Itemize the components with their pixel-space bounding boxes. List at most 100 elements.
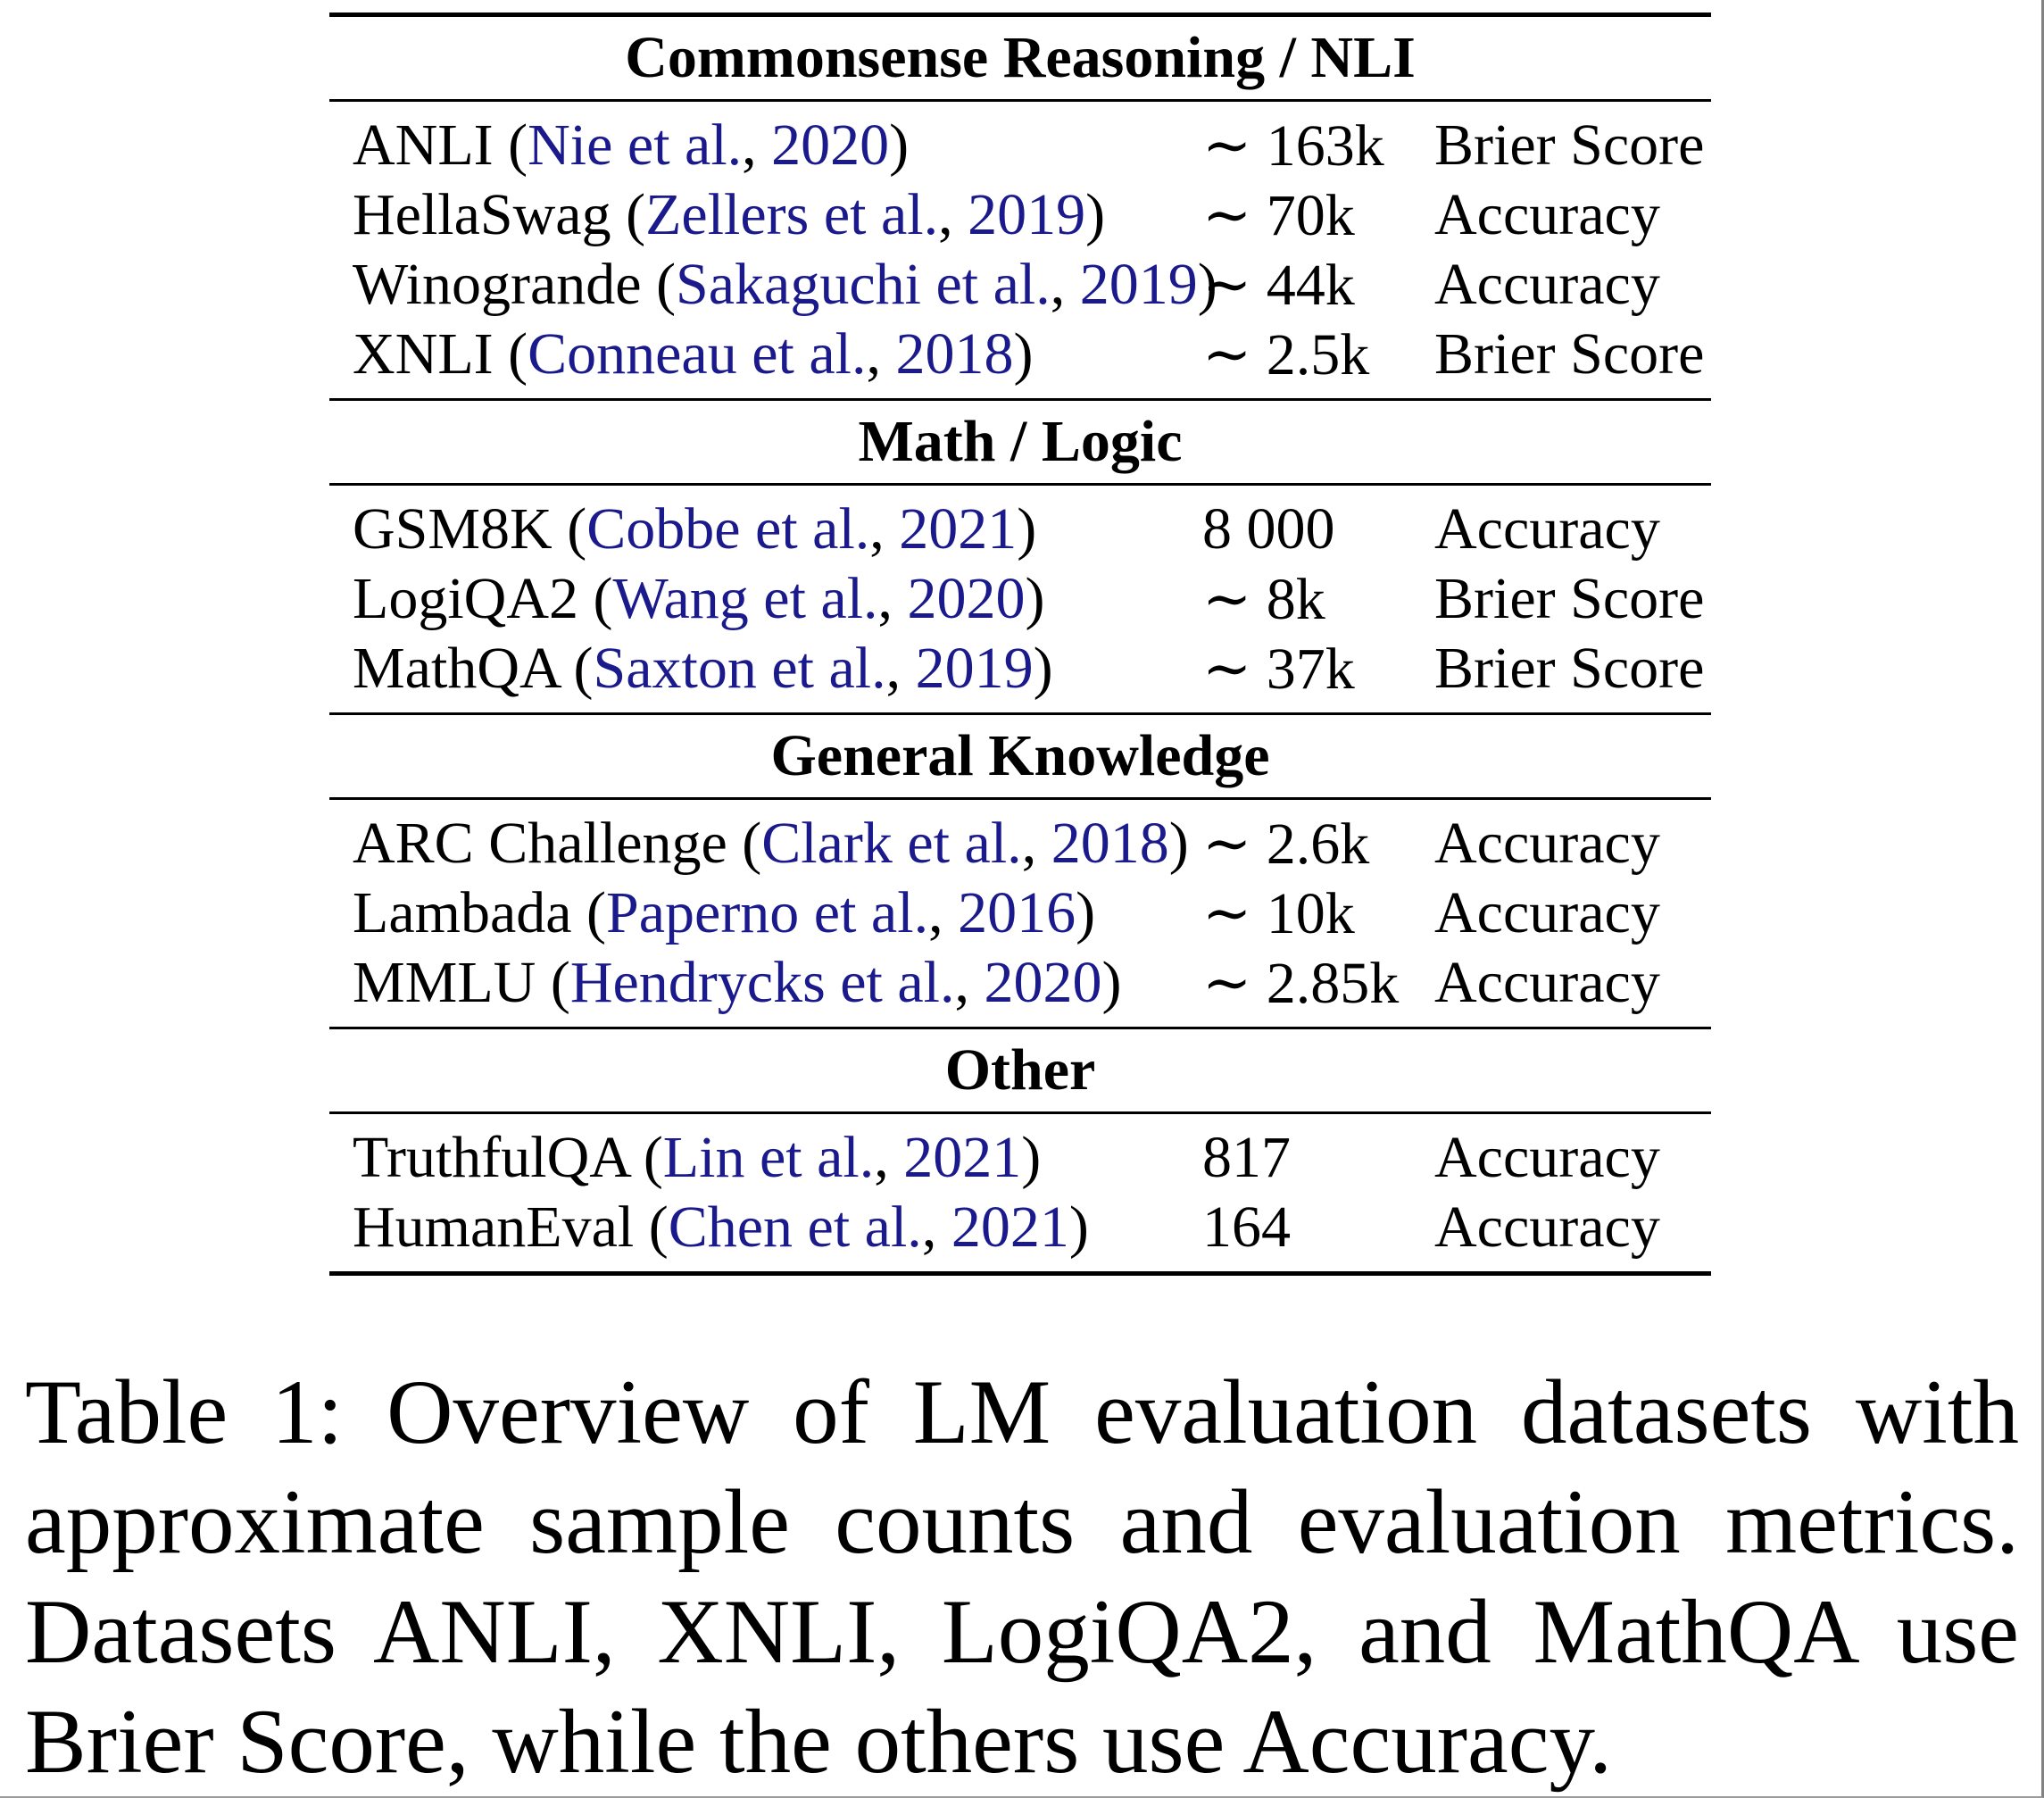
citation-authors-link[interactable]: Conneau et al. (528, 321, 867, 387)
dataset-cell: HellaSwag (Zellers et al., 2019) (329, 181, 1202, 249)
citation-authors-link[interactable]: Chen et al. (668, 1195, 922, 1260)
citation-authors-link[interactable]: Wang et al. (612, 566, 878, 631)
citation-authors-link[interactable]: Zellers et al. (645, 182, 939, 247)
citation-authors-link[interactable]: Saxton et al. (593, 636, 886, 701)
citation-open-paren: ( (552, 496, 587, 562)
dataset-name: HellaSwag (353, 182, 611, 247)
table-row: TruthfulQA (Lin et al., 2021) 817 Accura… (329, 1123, 1711, 1193)
citation-close-paren: ) (1068, 1195, 1089, 1260)
section-rows: TruthfulQA (Lin et al., 2021) 817 Accura… (329, 1114, 1711, 1271)
section-header: General Knowledge (329, 715, 1711, 800)
datasets-table: Commonsense Reasoning / NLI ANLI (Nie et… (329, 12, 1711, 1276)
citation-close-paren: ) (1021, 1125, 1042, 1190)
citation-authors-link[interactable]: Nie et al. (528, 112, 743, 178)
sample-count-cell: ∼ 10k (1202, 881, 1355, 946)
sample-count-cell: ∼ 163k (1202, 113, 1384, 179)
table-row: ARC Challenge (Clark et al., 2018) ∼ 2.6… (329, 809, 1711, 878)
citation-close-paren: ) (1076, 880, 1096, 945)
citation-year-link[interactable]: 2021 (899, 496, 1018, 562)
dataset-cell: Lambada (Paperno et al., 2016) (329, 879, 1202, 947)
citation-year-link[interactable]: 2020 (771, 112, 890, 178)
table-row: Lambada (Paperno et al., 2016) ∼ 10k Acc… (329, 878, 1711, 948)
sample-count-cell: ∼ 2.6k (1202, 812, 1370, 877)
citation-close-paren: ) (1101, 950, 1122, 1015)
table-row: HumanEval (Chen et al., 2021) 164 Accura… (329, 1193, 1711, 1262)
metric-cell: Accuracy (1434, 1195, 1660, 1260)
section-header: Commonsense Reasoning / NLI (329, 17, 1711, 102)
metric-cell: Accuracy (1434, 811, 1660, 876)
sample-count-cell: ∼ 44k (1202, 253, 1355, 318)
dataset-name: TruthfulQA (353, 1125, 629, 1190)
dataset-cell: XNLI (Conneau et al., 2018) (329, 320, 1202, 388)
table-row: MathQA (Saxton et al., 2019) ∼ 37k Brier… (329, 634, 1711, 703)
dataset-name: Winogrande (353, 252, 642, 317)
caption-line: approximate sample counts and evaluation… (25, 1471, 2019, 1573)
caption-line: Brier Score, while the others use Accura… (25, 1691, 1613, 1793)
metric-cell: Accuracy (1434, 950, 1660, 1015)
citation-authors-link[interactable]: Clark et al. (761, 811, 1022, 876)
citation-year-link[interactable]: 2016 (958, 880, 1076, 945)
sample-count-cell: 817 (1202, 1125, 1291, 1190)
citation-open-paren: ( (493, 112, 528, 178)
dataset-cell: LogiQA2 (Wang et al., 2020) (329, 565, 1202, 633)
citation-comma: , (869, 496, 900, 562)
section-rows: ANLI (Nie et al., 2020) ∼ 163k Brier Sco… (329, 102, 1711, 398)
metric-cell: Accuracy (1434, 496, 1660, 562)
citation-year-link[interactable]: 2018 (895, 321, 1014, 387)
sample-count-cell: ∼ 2.5k (1202, 322, 1370, 387)
citation-comma: , (877, 566, 908, 631)
citation-open-paren: ( (628, 1125, 663, 1190)
citation-open-paren: ( (611, 182, 646, 247)
table-section: General Knowledge ARC Challenge (Clark e… (329, 712, 1711, 1027)
sample-count-cell: ∼ 8k (1202, 567, 1325, 632)
sample-count-cell: ∼ 37k (1202, 637, 1355, 702)
dataset-cell: ANLI (Nie et al., 2020) (329, 112, 1202, 179)
metric-cell: Accuracy (1434, 182, 1660, 247)
citation-year-link[interactable]: 2019 (968, 182, 1086, 247)
sample-count-cell: ∼ 2.85k (1202, 951, 1400, 1016)
citation-open-paren: ( (571, 880, 607, 945)
citation-authors-link[interactable]: Paperno et al. (606, 880, 929, 945)
dataset-name: LogiQA2 (353, 566, 578, 631)
citation-comma: , (954, 950, 985, 1015)
metric-cell: Accuracy (1434, 252, 1660, 317)
citation-year-link[interactable]: 2020 (907, 566, 1026, 631)
citation-year-link[interactable]: 2018 (1051, 811, 1169, 876)
citation-comma: , (1021, 811, 1051, 876)
table-row: MMLU (Hendrycks et al., 2020) ∼ 2.85k Ac… (329, 948, 1711, 1018)
section-header: Math / Logic (329, 401, 1711, 486)
dataset-name: XNLI (353, 321, 494, 387)
sample-count-cell: 164 (1202, 1195, 1291, 1260)
table-row: Winogrande (Sakaguchi et al., 2019) ∼ 44… (329, 250, 1711, 320)
table-section: Math / Logic GSM8K (Cobbe et al., 2021) … (329, 398, 1711, 712)
citation-comma: , (928, 880, 959, 945)
citation-authors-link[interactable]: Lin et al. (662, 1125, 875, 1190)
citation-comma: , (921, 1195, 951, 1260)
citation-open-paren: ( (577, 566, 613, 631)
citation-open-paren: ( (634, 1195, 669, 1260)
citation-close-paren: ) (1168, 811, 1189, 876)
citation-year-link[interactable]: 2019 (915, 636, 1034, 701)
citation-year-link[interactable]: 2019 (1079, 252, 1198, 317)
citation-authors-link[interactable]: Sakaguchi et al. (676, 252, 1051, 317)
citation-comma: , (1050, 252, 1080, 317)
citation-authors-link[interactable]: Cobbe et al. (586, 496, 870, 562)
table-row: XNLI (Conneau et al., 2018) ∼ 2.5k Brier… (329, 320, 1711, 389)
dataset-name: ANLI (353, 112, 494, 178)
dataset-cell: GSM8K (Cobbe et al., 2021) (329, 495, 1202, 563)
citation-year-link[interactable]: 2020 (984, 950, 1102, 1015)
dataset-name: HumanEval (353, 1195, 635, 1260)
dataset-name: MathQA (353, 636, 559, 701)
table-row: LogiQA2 (Wang et al., 2020) ∼ 8k Brier S… (329, 564, 1711, 634)
table-section: Commonsense Reasoning / NLI ANLI (Nie et… (329, 17, 1711, 398)
citation-open-paren: ( (559, 636, 594, 701)
citation-comma: , (874, 1125, 904, 1190)
citation-comma: , (742, 112, 772, 178)
section-header: Other (329, 1029, 1711, 1114)
citation-year-link[interactable]: 2021 (951, 1195, 1069, 1260)
table-row: HellaSwag (Zellers et al., 2019) ∼ 70k A… (329, 180, 1711, 250)
citation-year-link[interactable]: 2021 (903, 1125, 1022, 1190)
dataset-cell: HumanEval (Chen et al., 2021) (329, 1194, 1202, 1261)
caption-line: Table 1: Overview of LM evaluation datas… (25, 1361, 2019, 1463)
citation-authors-link[interactable]: Hendrycks et al. (569, 950, 955, 1015)
